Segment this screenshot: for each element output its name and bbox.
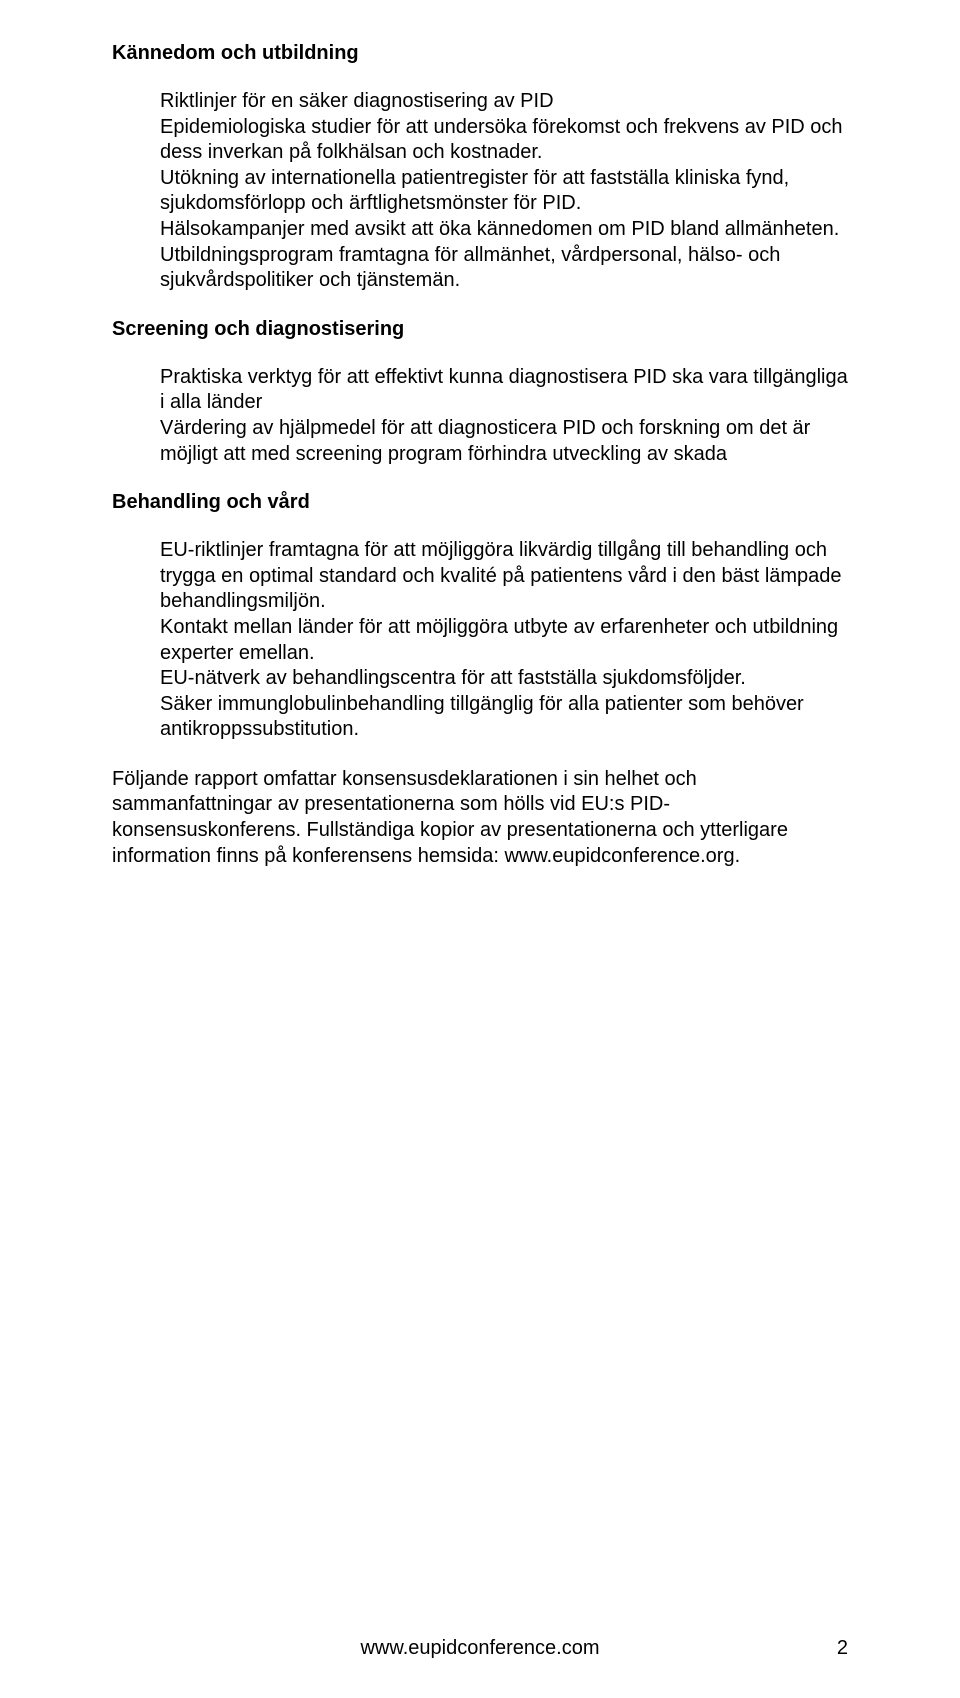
para-s1-1: Riktlinjer för en säker diagnostisering … <box>160 89 848 115</box>
para-s3-1: EU-riktlinjer framtagna för att möjliggö… <box>160 538 848 615</box>
para-s3-4: Säker immunglobulinbehandling tillgängli… <box>160 692 848 743</box>
para-s1-2: Epidemiologiska studier för att undersök… <box>160 115 848 166</box>
heading-kannedom: Kännedom och utbildning <box>112 42 848 65</box>
para-s1-4: Hälsokampanjer med avsikt att öka känned… <box>160 217 848 243</box>
footer-page-number: 2 <box>837 1637 848 1660</box>
heading-behandling: Behandling och vård <box>112 491 848 514</box>
para-s1-3: Utökning av internationella patientregis… <box>160 166 848 217</box>
indent-block-behandling: EU-riktlinjer framtagna för att möjliggö… <box>160 538 848 743</box>
para-s2-2: Värdering av hjälpmedel för att diagnost… <box>160 416 848 467</box>
section-behandling: Behandling och vård EU-riktlinjer framta… <box>112 491 848 743</box>
indent-block-screening: Praktiska verktyg för att effektivt kunn… <box>160 365 848 467</box>
footer-url: www.eupidconference.com <box>360 1637 599 1659</box>
page-footer: www.eupidconference.com 2 <box>0 1637 960 1660</box>
para-s2-1: Praktiska verktyg för att effektivt kunn… <box>160 365 848 416</box>
closing-text: Följande rapport omfattar konsensusdekla… <box>112 767 848 869</box>
heading-screening: Screening och diagnostisering <box>112 318 848 341</box>
indent-block-kannedom: Riktlinjer för en säker diagnostisering … <box>160 89 848 294</box>
section-kannedom: Kännedom och utbildning Riktlinjer för e… <box>112 42 848 294</box>
closing-paragraph: Följande rapport omfattar konsensusdekla… <box>112 767 848 869</box>
para-s1-5: Utbildningsprogram framtagna för allmänh… <box>160 243 848 294</box>
para-s3-3: EU-nätverk av behandlingscentra för att … <box>160 666 848 692</box>
para-s3-2: Kontakt mellan länder för att möjliggöra… <box>160 615 848 666</box>
section-screening: Screening och diagnostisering Praktiska … <box>112 318 848 467</box>
